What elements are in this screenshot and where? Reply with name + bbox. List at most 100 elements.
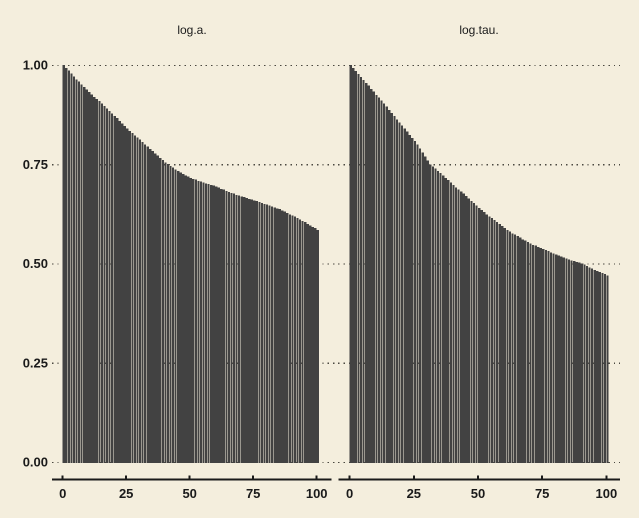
x-tick-label: 100 bbox=[596, 486, 618, 501]
bar bbox=[593, 269, 596, 463]
bar bbox=[542, 249, 545, 463]
bar bbox=[442, 175, 445, 463]
bar bbox=[121, 123, 124, 464]
bar bbox=[467, 198, 470, 463]
bar bbox=[273, 207, 276, 463]
y-tick-label: 0.50 bbox=[23, 256, 48, 271]
bar bbox=[164, 162, 167, 463]
bar bbox=[80, 84, 83, 463]
bar bbox=[98, 101, 101, 463]
bar bbox=[454, 187, 458, 463]
bar bbox=[436, 171, 440, 463]
bar bbox=[472, 203, 476, 463]
bar bbox=[424, 156, 427, 463]
bar bbox=[207, 184, 210, 463]
bar bbox=[539, 248, 542, 463]
x-tick-label: 50 bbox=[182, 486, 196, 501]
bar bbox=[128, 130, 131, 463]
bar bbox=[603, 274, 607, 463]
x-tick-label: 100 bbox=[306, 486, 328, 501]
x-tick-label: 75 bbox=[246, 486, 260, 501]
bar bbox=[531, 244, 535, 463]
bar bbox=[235, 194, 238, 463]
bar bbox=[406, 131, 409, 463]
bar bbox=[202, 182, 205, 463]
bar bbox=[296, 218, 299, 463]
y-tick-label: 0.00 bbox=[23, 455, 48, 470]
bar bbox=[575, 261, 578, 463]
bar bbox=[113, 115, 116, 463]
bar bbox=[426, 160, 429, 463]
bar bbox=[283, 211, 286, 463]
x-tick-label: 25 bbox=[119, 486, 133, 501]
bar bbox=[72, 76, 76, 463]
bar bbox=[67, 70, 71, 463]
x-tick-label: 0 bbox=[59, 486, 66, 501]
bar bbox=[555, 254, 558, 463]
bar bbox=[154, 153, 157, 463]
bar bbox=[349, 65, 352, 463]
bar bbox=[483, 211, 486, 463]
bar bbox=[452, 184, 455, 463]
bar bbox=[375, 94, 378, 464]
y-tick-label: 0.25 bbox=[23, 355, 48, 370]
bar bbox=[578, 262, 581, 463]
bar bbox=[77, 81, 81, 464]
bar bbox=[434, 168, 437, 463]
bar bbox=[306, 223, 309, 463]
bar bbox=[314, 228, 317, 463]
bar bbox=[493, 220, 496, 463]
bar bbox=[118, 120, 121, 463]
x-tick-label: 25 bbox=[407, 486, 421, 501]
x-tick-label: 50 bbox=[471, 486, 485, 501]
bar bbox=[516, 236, 519, 463]
y-tick-label: 0.75 bbox=[23, 157, 48, 172]
bar bbox=[237, 195, 241, 464]
bar bbox=[227, 192, 231, 464]
bar bbox=[143, 144, 147, 463]
bar bbox=[416, 144, 419, 463]
bar bbox=[270, 206, 274, 463]
bar bbox=[230, 192, 233, 463]
bar bbox=[475, 205, 478, 464]
bar bbox=[377, 97, 381, 464]
bar bbox=[485, 214, 488, 463]
bar bbox=[372, 91, 375, 463]
bar bbox=[462, 193, 465, 463]
bar bbox=[222, 189, 225, 463]
bar bbox=[431, 166, 435, 463]
bar bbox=[103, 105, 106, 463]
bar bbox=[138, 139, 142, 463]
bar bbox=[133, 135, 137, 463]
bar bbox=[352, 68, 355, 464]
bar bbox=[197, 180, 200, 464]
bar bbox=[395, 119, 399, 463]
bar bbox=[177, 171, 180, 463]
bar bbox=[495, 222, 499, 463]
bar bbox=[382, 103, 386, 463]
bar bbox=[311, 226, 314, 463]
bar bbox=[194, 179, 198, 464]
bar bbox=[276, 208, 279, 463]
bar bbox=[301, 221, 304, 463]
bar bbox=[309, 225, 312, 463]
bar bbox=[258, 201, 261, 463]
bar bbox=[411, 138, 414, 464]
bar bbox=[189, 178, 192, 463]
bar bbox=[263, 203, 266, 463]
bar bbox=[490, 218, 494, 463]
bar bbox=[260, 203, 264, 463]
bar bbox=[85, 89, 88, 464]
panel-title-log-a: log.a. bbox=[177, 23, 207, 37]
bar bbox=[449, 182, 452, 463]
bar bbox=[146, 146, 149, 463]
bar bbox=[393, 116, 396, 464]
bar bbox=[187, 176, 190, 463]
bar bbox=[598, 272, 601, 463]
bar bbox=[62, 65, 65, 463]
bar bbox=[447, 180, 450, 463]
bar bbox=[488, 216, 491, 463]
bar bbox=[298, 219, 302, 463]
